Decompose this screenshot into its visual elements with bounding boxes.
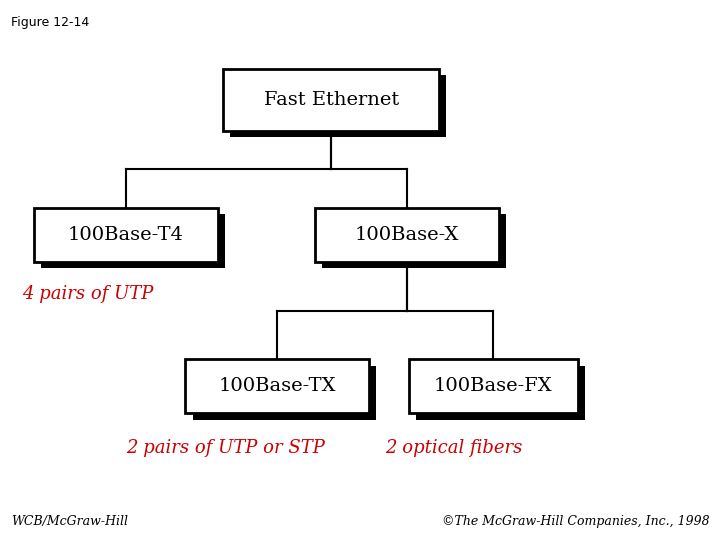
- Text: 2 optical fibers: 2 optical fibers: [385, 439, 523, 457]
- Text: 100Base-FX: 100Base-FX: [434, 377, 552, 395]
- Text: WCB/McGraw-Hill: WCB/McGraw-Hill: [11, 515, 128, 528]
- Text: 2 pairs of UTP or STP: 2 pairs of UTP or STP: [126, 439, 325, 457]
- FancyBboxPatch shape: [223, 69, 439, 131]
- FancyBboxPatch shape: [416, 366, 585, 420]
- FancyBboxPatch shape: [409, 359, 578, 413]
- Text: 100Base-TX: 100Base-TX: [218, 377, 336, 395]
- FancyBboxPatch shape: [323, 214, 505, 268]
- Text: 100Base-T4: 100Base-T4: [68, 226, 184, 244]
- Text: ©The McGraw-Hill Companies, Inc., 1998: ©The McGraw-Hill Companies, Inc., 1998: [441, 515, 709, 528]
- Text: Figure 12-14: Figure 12-14: [11, 16, 89, 29]
- Text: 4 pairs of UTP: 4 pairs of UTP: [22, 285, 153, 303]
- FancyBboxPatch shape: [315, 208, 498, 262]
- Text: Fast Ethernet: Fast Ethernet: [264, 91, 399, 109]
- FancyBboxPatch shape: [34, 208, 217, 262]
- FancyBboxPatch shape: [41, 214, 225, 268]
- FancyBboxPatch shape: [186, 359, 369, 413]
- FancyBboxPatch shape: [230, 76, 446, 137]
- Text: 100Base-X: 100Base-X: [355, 226, 459, 244]
- FancyBboxPatch shape: [193, 366, 376, 420]
